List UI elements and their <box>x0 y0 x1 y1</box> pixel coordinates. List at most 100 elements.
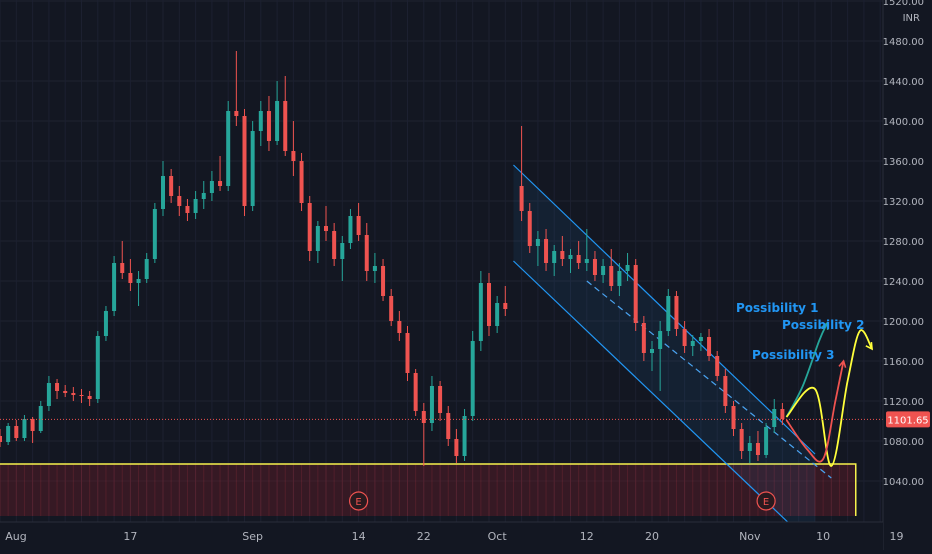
time-tick-label: 12 <box>580 530 594 543</box>
earnings-marker <box>349 491 369 511</box>
candle-body <box>340 243 345 259</box>
candle-body <box>731 406 736 429</box>
candle-body <box>95 336 100 399</box>
candle-body <box>527 211 532 246</box>
support-zone-fill <box>0 464 856 516</box>
candle-body <box>519 186 524 211</box>
time-tick-label: Nov <box>739 530 761 543</box>
currency-label: INR <box>903 13 920 24</box>
candle-body <box>136 279 141 283</box>
price-tick-label: 1320.00 <box>883 197 924 208</box>
price-tick-label: 1120.00 <box>883 397 924 408</box>
candle-body <box>128 273 133 283</box>
candle-body <box>364 235 369 271</box>
candle-body <box>144 259 149 279</box>
candle-body <box>405 333 410 373</box>
candle-body <box>446 413 451 439</box>
time-tick-label: 20 <box>645 530 659 543</box>
candle-body <box>462 416 467 456</box>
candle-body <box>739 429 744 451</box>
candle-body <box>429 386 434 423</box>
candle-body <box>275 101 280 141</box>
channel-midline <box>586 280 832 479</box>
candle-body <box>503 303 508 309</box>
candle-body <box>698 337 703 341</box>
candle-body <box>389 296 394 321</box>
candle-body <box>185 206 190 213</box>
candle-body <box>478 283 483 341</box>
candle-body <box>22 419 27 438</box>
candle-body <box>209 181 214 193</box>
candle-body <box>438 386 443 413</box>
scenario-path <box>785 322 829 418</box>
candle-body <box>169 176 174 196</box>
candle-body <box>544 239 549 263</box>
price-tick-label: 1520.00 <box>883 0 924 8</box>
candle-body <box>218 181 223 186</box>
candle-body <box>79 395 84 396</box>
price-tick-label: 1160.00 <box>883 357 924 368</box>
candle-body <box>234 111 239 116</box>
candle-body <box>772 409 777 427</box>
price-tick-label: 1080.00 <box>883 437 924 448</box>
last-price-badge: 1101.65 <box>886 411 930 428</box>
scenario-arrowhead <box>838 359 847 368</box>
candle-body <box>266 111 271 141</box>
candle-body <box>291 151 296 161</box>
candle-body <box>658 331 663 349</box>
grid <box>0 0 883 522</box>
scenario-arrowhead <box>821 321 829 331</box>
candle-body <box>242 116 247 206</box>
price-tick-label: 1400.00 <box>883 117 924 128</box>
candle-body <box>413 373 418 411</box>
candle-body <box>755 443 760 455</box>
candle-body <box>283 101 288 151</box>
candle-body <box>103 311 108 336</box>
candle-body <box>299 161 304 203</box>
scenario-paths: Possibility 1 Possibility 2 Possibility 3 <box>736 301 873 467</box>
candle-body <box>601 266 606 275</box>
candle-body <box>780 409 785 419</box>
candle-body <box>161 176 165 209</box>
candle-body <box>307 203 312 251</box>
last-price-badge-bg <box>886 411 930 428</box>
time-tick-label: Sep <box>242 530 263 543</box>
price-tick-label: 1280.00 <box>883 237 924 248</box>
candle-body <box>71 393 76 395</box>
candle-body <box>609 266 614 286</box>
candle-body <box>201 193 206 199</box>
time-axis-panel[interactable] <box>0 522 883 550</box>
time-tick-label: 14 <box>352 530 366 543</box>
time-tick-label: 19 <box>890 530 904 543</box>
scenario-path <box>785 360 845 463</box>
candle-body <box>495 303 500 326</box>
candle-body <box>30 419 35 431</box>
candle-body <box>258 111 263 131</box>
candle-body <box>690 341 695 346</box>
candle-body <box>372 266 377 271</box>
candle-body <box>348 216 353 243</box>
candle-body <box>625 265 630 271</box>
candle-body <box>193 199 198 213</box>
candle-body <box>324 226 328 231</box>
price-tick-label: 1480.00 <box>883 37 924 48</box>
price-axis-panel[interactable] <box>883 0 932 550</box>
candle-body <box>6 426 11 442</box>
time-axis: Aug 17 Sep 14 22 Oct 12 20 Nov 10 19 <box>5 530 903 543</box>
time-tick-label: 10 <box>816 530 830 543</box>
support-zone-border <box>0 463 857 516</box>
candle-body <box>592 259 597 275</box>
candle-body <box>356 216 361 235</box>
time-tick-label: 17 <box>123 530 137 543</box>
candle-body <box>470 341 475 416</box>
scenario-label: Possibility 2 <box>782 318 864 332</box>
candle-body <box>666 296 671 331</box>
candle-body <box>535 239 540 246</box>
candle-body <box>332 231 337 259</box>
candle-body <box>226 111 231 186</box>
scenario-label: Possibility 1 <box>736 301 818 315</box>
time-tick-label: Oct <box>488 530 508 543</box>
price-tick-label: 1200.00 <box>883 317 924 328</box>
